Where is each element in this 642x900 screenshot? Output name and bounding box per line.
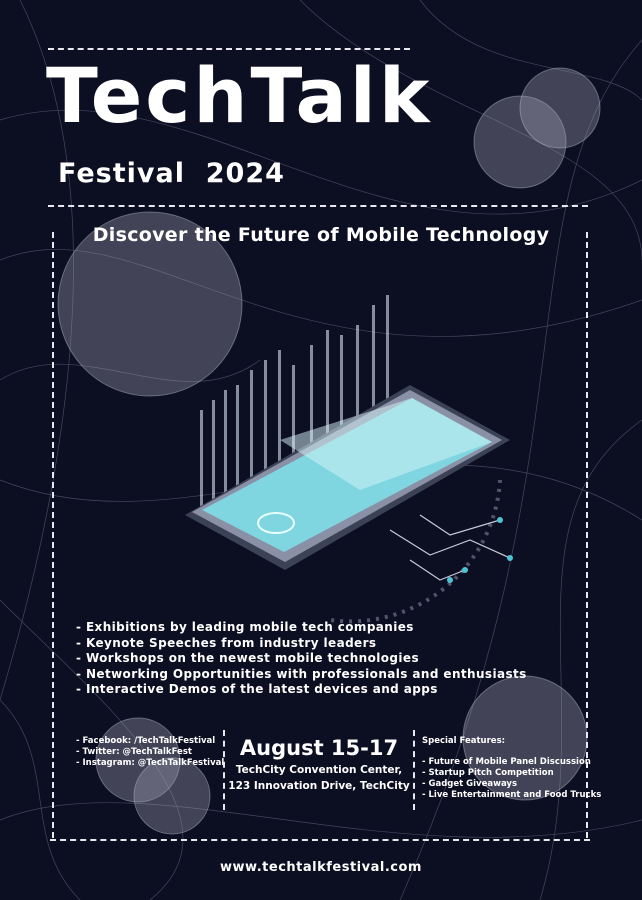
special-features: Special Features: - Future of Mobile Pan… (422, 736, 601, 801)
event-info: August 15-17 TechCity Convention Center,… (224, 734, 414, 794)
website-url: www.techtalkfestival.com (220, 860, 422, 875)
features-title: Special Features: (422, 736, 506, 746)
venue-name: TechCity Convention Center, (235, 764, 403, 776)
twitter-link: - Twitter: @TechTalkFest (76, 747, 192, 757)
top-divider (48, 48, 410, 50)
bottom-divider (50, 839, 590, 841)
right-border (586, 232, 588, 838)
list-item: - Exhibitions by leading mobile tech com… (76, 620, 414, 634)
list-item: - Keynote Speeches from industry leaders (76, 635, 377, 650)
poster-title: TechTalk (46, 51, 433, 140)
upper-divider (48, 205, 588, 207)
list-item: - Interactive Demos of the latest device… (76, 682, 438, 697)
list-item: - Workshops on the newest mobile technol… (76, 651, 420, 666)
instagram-link: - Instagram: @TechTalkFestival (76, 758, 225, 768)
list-item: - Future of Mobile Panel Discussion (422, 757, 591, 767)
column-divider (413, 730, 415, 810)
poster-subtitle: Festival 2024 (58, 158, 285, 189)
list-item: - Gadget Giveaways (422, 779, 518, 789)
headline: Discover the Future of Mobile Technology (92, 224, 550, 246)
event-date: August 15-17 (239, 736, 399, 760)
list-item: - Networking Opportunities with professi… (76, 666, 527, 681)
facebook-link: - Facebook: /TechTalkFestival (76, 736, 216, 746)
highlights-list: - Exhibitions by leading mobile tech com… (76, 620, 527, 698)
venue-address: 123 Innovation Drive, TechCity (228, 780, 410, 792)
list-item: - Live Entertainment and Food Trucks (422, 790, 602, 800)
social-links: - Facebook: /TechTalkFestival - Twitter:… (76, 736, 224, 769)
list-item: - Startup Pitch Competition (422, 768, 554, 778)
smartphone-illustration (185, 295, 513, 624)
column-divider (223, 730, 225, 810)
left-border (52, 232, 54, 838)
